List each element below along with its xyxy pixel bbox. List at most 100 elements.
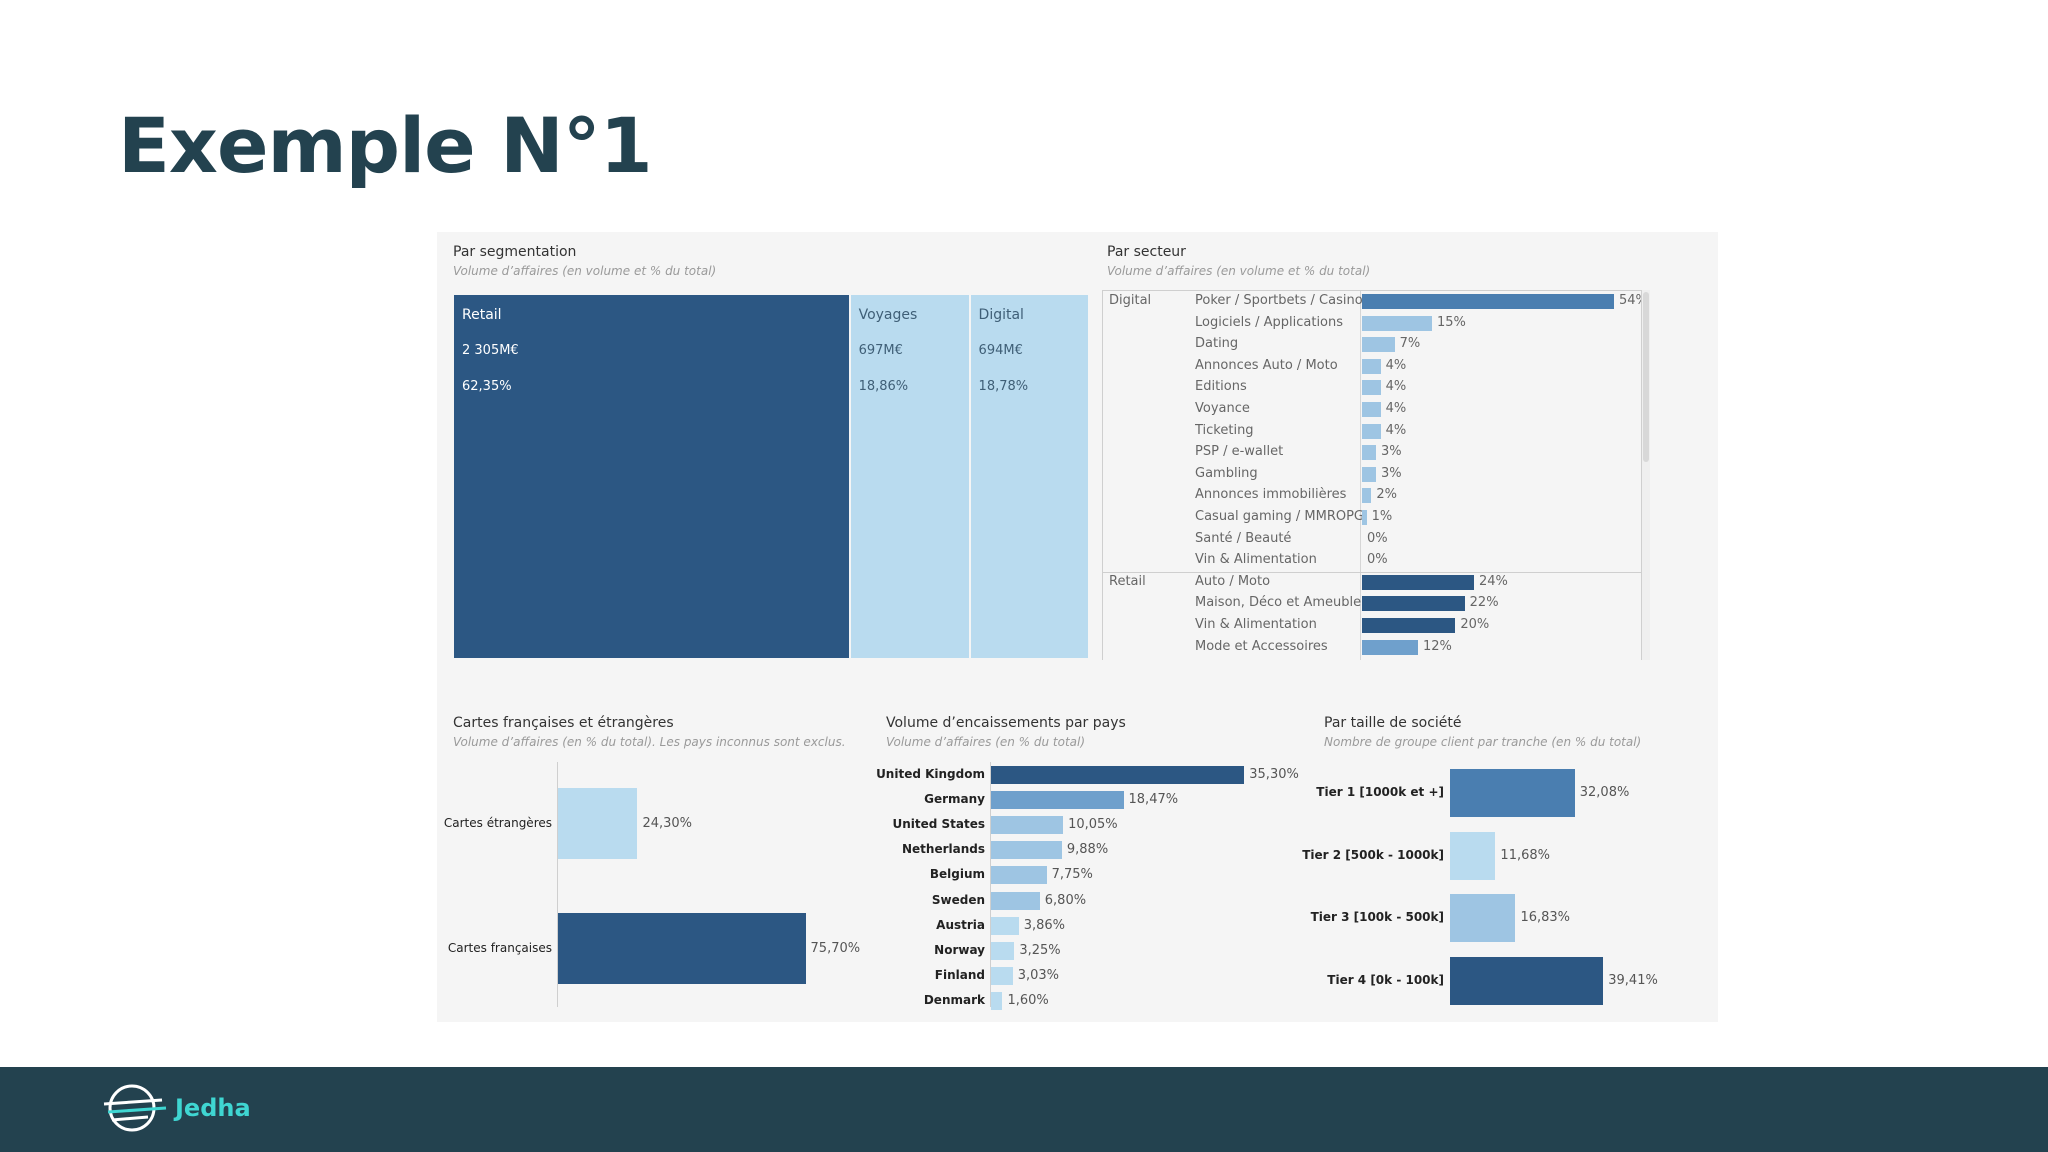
- sector-scrollbar-thumb[interactable]: [1643, 292, 1649, 462]
- treemap-tile-digital[interactable]: Digital 694M€ 18,78%: [970, 295, 1089, 658]
- sector-bar: [1362, 639, 1418, 655]
- sector-row[interactable]: Mode et Accessoires 12%: [1103, 637, 1641, 659]
- sector-bar: [1362, 445, 1376, 461]
- sector-row[interactable]: Digital Poker / Sportbets / Casino 54%: [1103, 291, 1641, 313]
- size-bar[interactable]: [1450, 894, 1516, 943]
- sector-row[interactable]: Editions 4%: [1103, 377, 1641, 399]
- treemap-tile-retail[interactable]: Retail 2 305M€ 62,35%: [454, 295, 850, 658]
- size-value-label: 32,08%: [1579, 785, 1630, 800]
- country-bar[interactable]: [991, 916, 1019, 935]
- country-category-label: Germany: [924, 792, 985, 807]
- size-bar[interactable]: [1450, 831, 1496, 880]
- cards-value-label: 75,70%: [810, 940, 861, 956]
- sector-bar: [1362, 510, 1367, 525]
- sector-row[interactable]: Gambling 3%: [1103, 464, 1641, 486]
- sector-bar: [1362, 466, 1376, 482]
- sector-scrollbar-track[interactable]: [1642, 290, 1650, 660]
- sector-row[interactable]: Voyance 4%: [1103, 399, 1641, 421]
- country-value-label: 10,05%: [1068, 817, 1118, 833]
- sector-row[interactable]: Ticketing 4%: [1103, 421, 1641, 443]
- country-bar[interactable]: [991, 941, 1015, 960]
- brand-name: Jedha: [175, 1094, 251, 1122]
- segmentation-title: Par segmentation: [453, 244, 577, 260]
- cards-subtitle: Volume d’affaires (en % du total). Les p…: [453, 735, 846, 749]
- sector-title: Par secteur: [1107, 244, 1186, 260]
- treemap-tile-name: Voyages: [858, 307, 918, 323]
- treemap-tile-name: Digital: [978, 307, 1024, 323]
- sector-axis-line: [1360, 291, 1361, 660]
- sector-row[interactable]: Vin & Alimentation 20%: [1103, 615, 1641, 637]
- country-bar[interactable]: [991, 816, 1064, 835]
- size-title: Par taille de société: [1324, 715, 1462, 731]
- sector-row[interactable]: Vin & Alimentation 0%: [1103, 550, 1641, 572]
- sector-row[interactable]: PSP / e-wallet 3%: [1103, 442, 1641, 464]
- sector-value-label: 12%: [1423, 638, 1452, 654]
- cards-value-label: 24,30%: [642, 815, 693, 831]
- sector-row[interactable]: Dating 7%: [1103, 334, 1641, 356]
- sector-row-label: Vin & Alimentation: [1195, 552, 1317, 568]
- sector-value-label: 3%: [1381, 465, 1402, 481]
- sector-row-label: Mode et Accessoires: [1195, 638, 1328, 654]
- sector-value-label: 15%: [1437, 314, 1466, 330]
- country-category-label: Denmark: [923, 992, 985, 1007]
- size-category-label: Tier 3 [100k - 500k]: [1310, 910, 1444, 925]
- sector-row[interactable]: Annonces immobilières 2%: [1103, 485, 1641, 507]
- sector-row[interactable]: Retail Auto / Moto 24%: [1103, 572, 1641, 594]
- sector-bar: [1362, 380, 1381, 396]
- country-bar[interactable]: [991, 866, 1047, 885]
- sector-value-label: 3%: [1381, 444, 1402, 460]
- sector-row[interactable]: Logiciels / Applications 15%: [1103, 313, 1641, 335]
- country-subtitle: Volume d’affaires (en % du total): [886, 735, 1086, 749]
- country-category-label: Netherlands: [901, 842, 985, 857]
- country-bar[interactable]: [991, 791, 1124, 810]
- treemap-tile-voyages[interactable]: Voyages 697M€ 18,86%: [850, 295, 970, 658]
- sector-value-label: 2%: [1376, 487, 1397, 503]
- country-bar[interactable]: [991, 991, 1003, 1010]
- country-value-label: 3,86%: [1023, 917, 1065, 933]
- country-bar[interactable]: [991, 891, 1040, 910]
- country-bar[interactable]: [991, 841, 1062, 860]
- country-value-label: 35,30%: [1249, 767, 1299, 782]
- sector-bar: [1362, 423, 1381, 439]
- sector-bar: [1362, 596, 1465, 612]
- sector-value-label: 54%: [1619, 293, 1641, 308]
- slide-title: Exemple N°1: [118, 101, 653, 190]
- sector-row-label: Vin & Alimentation: [1195, 617, 1317, 632]
- sector-bar: [1362, 618, 1456, 633]
- country-value-label: 3,25%: [1019, 942, 1061, 958]
- sector-row-label: Logiciels / Applications: [1195, 314, 1344, 330]
- country-value-label: 18,47%: [1128, 792, 1179, 808]
- country-category-label: Austria: [936, 917, 985, 932]
- country-bar[interactable]: [991, 966, 1013, 985]
- sector-row-label: Editions: [1195, 379, 1247, 395]
- size-bar[interactable]: [1450, 769, 1575, 817]
- cards-bar[interactable]: [558, 913, 806, 984]
- sector-row-label: Annonces immobilières: [1195, 487, 1347, 503]
- cards-axis-line: [557, 762, 558, 1007]
- country-category-label: United Kingdom: [876, 767, 985, 781]
- sector-value-label: 7%: [1399, 336, 1421, 352]
- sector-row[interactable]: Santé / Beauté 0%: [1103, 529, 1641, 551]
- dashboard-panel: Par segmentation Volume d’affaires (en v…: [437, 232, 1718, 1022]
- country-category-label: Belgium: [929, 867, 985, 882]
- sector-chart[interactable]: Digital Poker / Sportbets / Casino 54% Logi…: [1102, 290, 1642, 660]
- cards-category-label: Cartes françaises: [447, 940, 552, 955]
- sector-row-label: Auto / Moto: [1195, 573, 1271, 589]
- sector-row[interactable]: Maison, Déco et Ameuble.. 22%: [1103, 593, 1641, 615]
- treemap-tile-percent: 18,78%: [978, 379, 1029, 394]
- country-bar[interactable]: [991, 766, 1245, 784]
- cards-bar[interactable]: [558, 788, 638, 859]
- sector-row-label: Dating: [1195, 336, 1239, 352]
- segmentation-subtitle: Volume d’affaires (en volume et % du tot…: [453, 264, 717, 278]
- country-value-label: 9,88%: [1066, 842, 1109, 858]
- sector-bar: [1362, 488, 1372, 504]
- size-bar[interactable]: [1450, 957, 1604, 1006]
- sector-row-label: Casual gaming / MMROPG..: [1195, 509, 1363, 524]
- sector-row-label: Gambling: [1195, 465, 1258, 481]
- sector-row[interactable]: Annonces Auto / Moto 4%: [1103, 356, 1641, 378]
- sector-value-label: 4%: [1385, 401, 1407, 416]
- size-category-label: Tier 2 [500k - 1000k]: [1302, 847, 1444, 862]
- sector-row[interactable]: Casual gaming / MMROPG.. 1%: [1103, 507, 1641, 529]
- cards-title: Cartes françaises et étrangères: [453, 715, 674, 731]
- sector-value-label: 4%: [1385, 422, 1407, 438]
